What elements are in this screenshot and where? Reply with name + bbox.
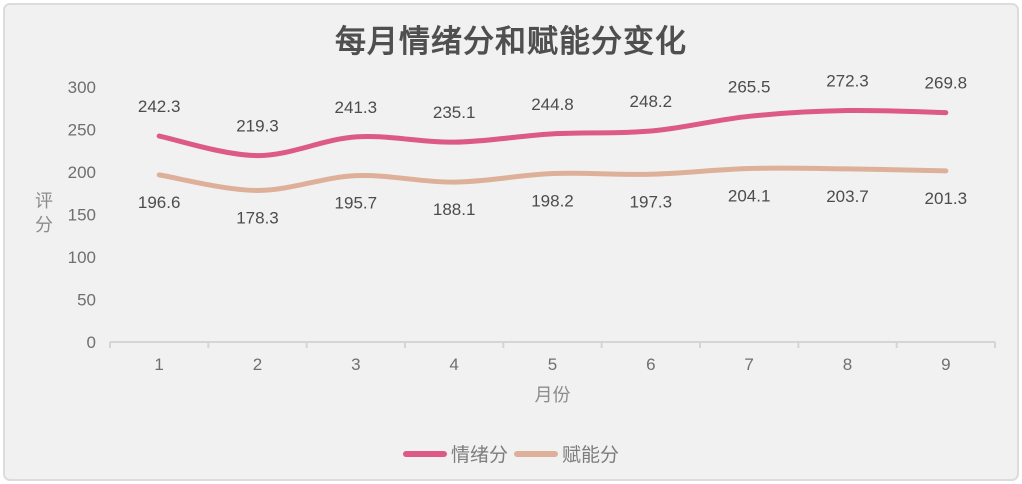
- legend-item-emotion-score[interactable]: 情绪分: [402, 440, 508, 467]
- data-label: 195.7: [335, 194, 378, 213]
- data-label: 178.3: [236, 208, 279, 227]
- legend-label-empowerment-score: 赋能分: [562, 445, 620, 466]
- data-label: 196.6: [138, 193, 181, 212]
- y-tick-label: 200: [68, 163, 96, 182]
- data-label: 188.1: [433, 200, 476, 219]
- data-label: 235.1: [433, 103, 476, 122]
- x-axis-name: 月份: [534, 385, 571, 405]
- data-label: 198.2: [531, 192, 574, 211]
- data-label: 272.3: [826, 72, 869, 91]
- x-tick-label: 3: [351, 355, 360, 374]
- emotion-line-swatch: [402, 450, 447, 457]
- data-label: 201.3: [925, 189, 968, 208]
- data-label: 203.7: [826, 187, 869, 206]
- chart-title: 每月情绪分和赋能分变化: [335, 24, 687, 59]
- legend: 情绪分 赋能分: [0, 440, 1022, 467]
- y-tick-label: 0: [87, 333, 96, 352]
- empowerment-line-swatch: [514, 450, 558, 457]
- data-label: 241.3: [335, 98, 378, 117]
- x-tick-label: 8: [843, 355, 852, 374]
- x-tick-label: 9: [941, 355, 950, 374]
- series-line-0: [156, 107, 949, 159]
- legend-item-empowerment-score[interactable]: 赋能分: [514, 440, 619, 467]
- x-tick-label: 7: [744, 355, 753, 374]
- data-label: 219.3: [236, 117, 279, 136]
- x-tick-label: 5: [548, 355, 557, 374]
- data-label: 269.8: [925, 74, 968, 93]
- series-line-1: [156, 165, 949, 193]
- x-tick-label: 4: [449, 355, 458, 374]
- data-label: 248.2: [630, 92, 673, 111]
- y-tick-label: 100: [68, 248, 96, 267]
- x-tick-label: 6: [646, 355, 655, 374]
- data-label: 242.3: [138, 97, 181, 116]
- y-tick-label: 50: [77, 291, 96, 310]
- y-tick-label: 250: [68, 121, 96, 140]
- x-tick-label: 1: [154, 355, 163, 374]
- data-label: 244.8: [531, 95, 574, 114]
- data-label: 265.5: [728, 77, 771, 96]
- data-label: 197.3: [630, 192, 673, 211]
- x-tick-label: 2: [253, 355, 262, 374]
- data-label: 204.1: [728, 187, 771, 206]
- y-tick-label: 150: [68, 206, 96, 225]
- legend-label-emotion-score: 情绪分: [450, 445, 508, 466]
- y-tick-label: 300: [68, 78, 96, 97]
- chart-background-panel: [3, 3, 1019, 481]
- y-axis-name: 评分: [35, 191, 53, 235]
